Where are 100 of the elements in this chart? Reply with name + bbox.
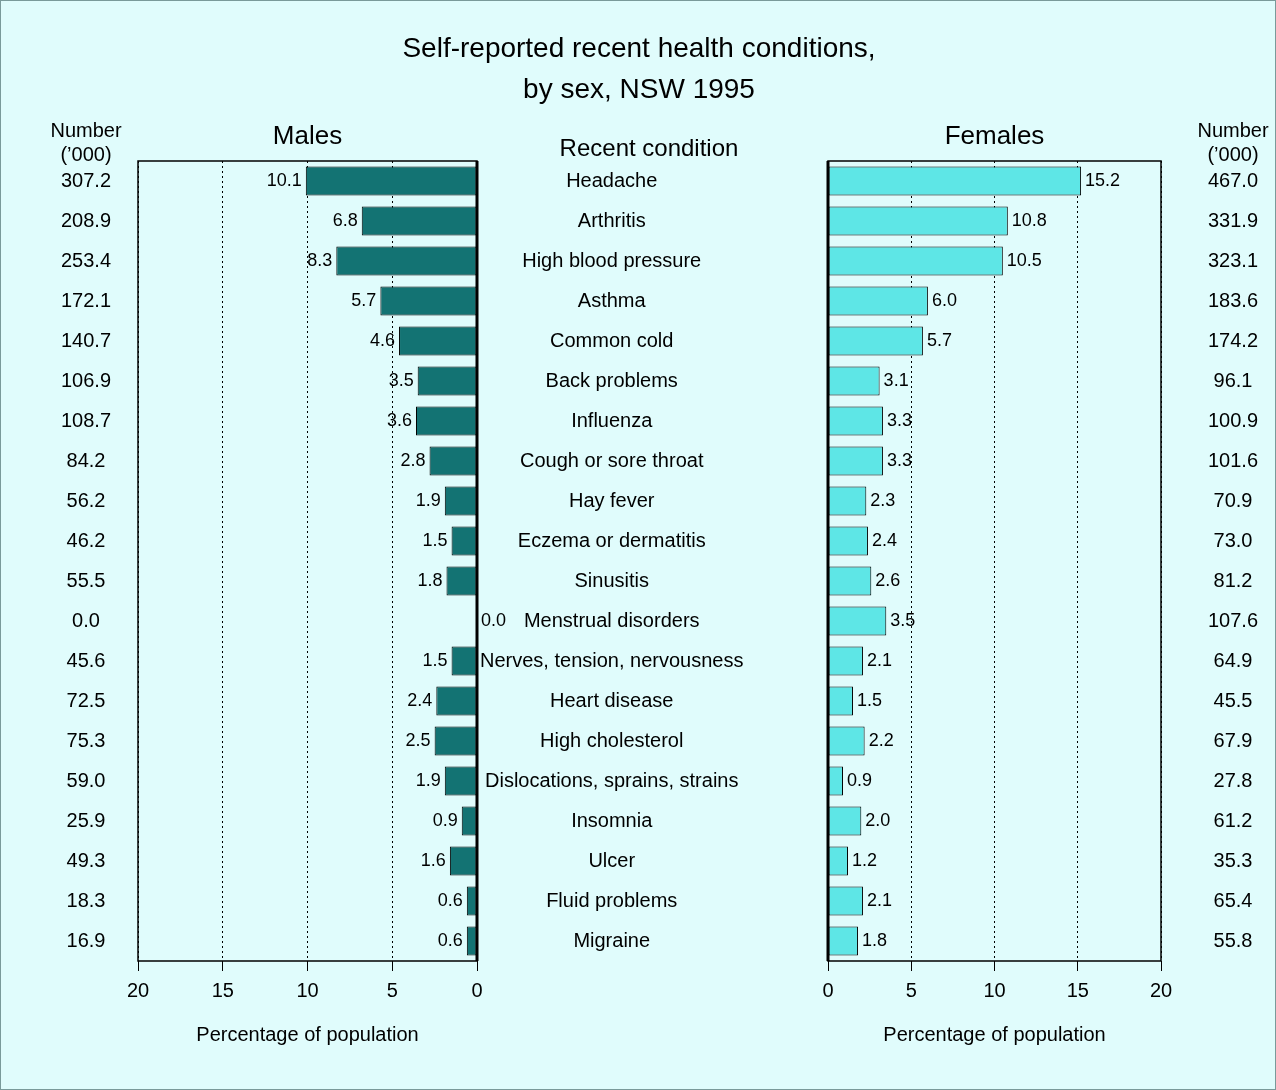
text: 70.9 <box>1213 488 1253 511</box>
chart-title: Females <box>944 120 1045 151</box>
text: 56.2 <box>66 488 106 511</box>
text: 27.8 <box>1213 768 1253 791</box>
text: 61.2 <box>1213 808 1253 831</box>
y-tick-label: High cholesterol <box>540 728 684 751</box>
data-label: 2.1 <box>866 889 892 910</box>
text: Number (’000) <box>1197 118 1269 165</box>
text: 253.4 <box>60 248 112 271</box>
data-label: 0.0 <box>481 609 507 630</box>
data-label: 1.6 <box>420 849 446 870</box>
text: 35.3 <box>1213 848 1253 871</box>
data-label: 3.5 <box>388 369 414 390</box>
text: 0.0 <box>72 608 100 631</box>
text: 49.3 <box>66 848 106 871</box>
data-label: 6.8 <box>332 209 358 230</box>
text: 100.9 <box>1207 408 1259 431</box>
text: 208.9 <box>60 208 112 231</box>
text: 84.2 <box>66 448 106 471</box>
data-label: 2.0 <box>865 809 891 830</box>
y-tick-label: Migraine <box>573 928 651 951</box>
text: 16.9 <box>66 928 106 951</box>
text: Number (’000) <box>50 118 122 165</box>
data-label: 3.3 <box>886 449 912 470</box>
x-tick-label: 10 <box>296 978 319 1001</box>
x-tick-label: 20 <box>126 978 150 1001</box>
data-label: 1.8 <box>861 929 887 950</box>
data-label: 6.0 <box>931 289 957 310</box>
text: 108.7 <box>60 408 112 431</box>
x-tick-label: 0 <box>471 978 483 1001</box>
data-label: 1.2 <box>851 849 878 870</box>
data-label: 2.4 <box>871 529 897 550</box>
data-label: 0.9 <box>846 769 873 790</box>
text: 172.1 <box>60 288 112 311</box>
y-axis-title: Recent condition <box>559 133 739 161</box>
text: Self-reported recent health conditions, by sex, NSW 1995 <box>401 31 877 106</box>
data-label: 4.6 <box>370 329 396 350</box>
text: 64.9 <box>1213 648 1253 671</box>
y-tick-label: Insomnia <box>571 808 654 831</box>
text: 106.9 <box>60 368 112 391</box>
data-label: 3.5 <box>890 609 916 630</box>
data-label: 3.3 <box>886 409 912 430</box>
data-label: 1.8 <box>417 569 443 590</box>
data-label: 5.7 <box>926 329 952 350</box>
text: 55.8 <box>1213 928 1253 951</box>
text: 75.3 <box>66 728 106 751</box>
data-label: 2.5 <box>405 729 431 750</box>
text: 331.9 <box>1207 208 1259 231</box>
y-tick-label: Ulcer <box>588 848 636 871</box>
text: 323.1 <box>1207 248 1259 271</box>
text: 307.2 <box>60 168 112 191</box>
data-label: 8.3 <box>307 249 333 270</box>
text: 72.5 <box>66 688 106 711</box>
x-axis-title: Percentage of population <box>196 1022 419 1045</box>
data-label: 3.6 <box>386 409 412 430</box>
data-label: 0.9 <box>432 809 458 830</box>
y-tick-label: Eczema or dermatitis <box>517 528 706 551</box>
y-tick-label: Headache <box>566 168 658 191</box>
text: 25.9 <box>66 808 106 831</box>
y-tick-label: Cough or sore throat <box>520 448 704 471</box>
y-tick-label: Arthritis <box>577 208 646 231</box>
text: 73.0 <box>1213 528 1253 551</box>
text: 18.3 <box>66 888 106 911</box>
data-label: 3.1 <box>883 369 909 390</box>
x-tick-label: 20 <box>1149 978 1173 1001</box>
y-tick-label: Influenza <box>571 408 654 431</box>
text: 101.6 <box>1207 448 1259 471</box>
x-tick-label: 0 <box>822 978 834 1001</box>
y-tick-label: Hay fever <box>568 488 655 511</box>
text: 107.6 <box>1207 608 1259 631</box>
data-label: 2.3 <box>870 489 896 510</box>
y-tick-label: Fluid problems <box>546 888 678 911</box>
text: 55.5 <box>66 568 106 591</box>
y-tick-label: Dislocations, sprains, strains <box>485 768 739 791</box>
data-label: 2.6 <box>875 569 901 590</box>
data-label: 2.4 <box>407 689 433 710</box>
y-tick-label: Back problems <box>545 368 678 391</box>
y-tick-label: Menstrual disorders <box>523 608 700 631</box>
data-label: 0.6 <box>437 929 463 950</box>
data-label: 15.2 <box>1085 169 1121 190</box>
data-label: 1.9 <box>415 769 441 790</box>
data-label: 2.2 <box>868 729 894 750</box>
chart-subtitle: Males <box>272 120 343 151</box>
data-label: 2.8 <box>400 449 426 470</box>
text: 467.0 <box>1207 168 1259 191</box>
text: 46.2 <box>66 528 106 551</box>
data-label: 1.5 <box>856 689 883 710</box>
data-label: 10.8 <box>1011 209 1047 230</box>
y-tick-label: Heart disease <box>550 688 674 711</box>
text: 81.2 <box>1213 568 1253 591</box>
text: 174.2 <box>1207 328 1259 351</box>
text: 45.6 <box>66 648 106 671</box>
x-tick-label: 10 <box>983 978 1006 1001</box>
x-tick-label: 5 <box>905 978 917 1001</box>
y-tick-label: High blood pressure <box>522 248 702 271</box>
text: 45.5 <box>1213 688 1253 711</box>
x-tick-label: 15 <box>211 978 234 1001</box>
text: 59.0 <box>66 768 106 791</box>
data-label: 1.5 <box>422 649 448 670</box>
data-label: 1.9 <box>415 489 441 510</box>
